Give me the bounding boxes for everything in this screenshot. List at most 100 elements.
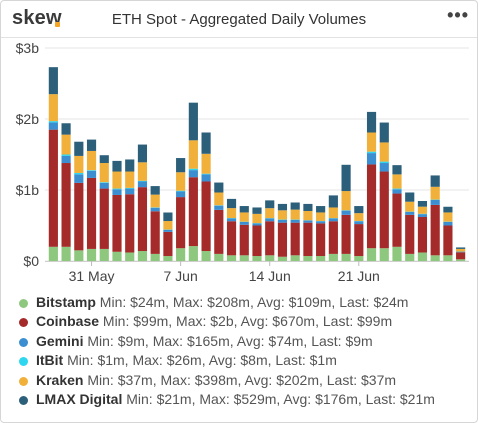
bar-segment-gemini bbox=[239, 221, 249, 225]
bar-segment-itbit bbox=[74, 172, 84, 175]
bar-stack bbox=[74, 141, 84, 261]
bar-segment-kraken bbox=[137, 162, 148, 181]
bar-segment-gemini bbox=[277, 219, 288, 223]
bar-stack bbox=[341, 164, 351, 261]
bar-segment-gemini bbox=[354, 221, 364, 225]
bar-segment-lmax-digital bbox=[214, 182, 224, 193]
bar-segment-gemini bbox=[125, 188, 135, 195]
legend-dot-icon bbox=[19, 395, 28, 405]
bar-segment-bitstamp bbox=[290, 255, 300, 261]
bar-segment-gemini bbox=[112, 189, 122, 195]
more-horizontal-icon[interactable]: ••• bbox=[447, 5, 469, 25]
bar-segment-coinbase bbox=[316, 223, 326, 257]
bar-segment-bitstamp bbox=[328, 253, 338, 261]
bar-segment-coinbase bbox=[379, 171, 389, 249]
bar-segment-kraken bbox=[214, 192, 224, 206]
bar-segment-kraken bbox=[188, 140, 198, 169]
legend-text: LMAX Digital Min: $21m, Max: $529m, Avg:… bbox=[36, 391, 435, 407]
bar-segment-bitstamp bbox=[303, 256, 313, 261]
legend-text: Coinbase Min: $99m, Max: $2b, Avg: $670m… bbox=[36, 313, 392, 329]
bar-segment-coinbase bbox=[252, 225, 262, 257]
bar-segment-bitstamp bbox=[405, 253, 415, 261]
bar-segment-kraken bbox=[48, 94, 58, 122]
bar-segment-bitstamp bbox=[417, 252, 428, 261]
logo-dot bbox=[55, 22, 60, 27]
x-tick-label: 14 Jun bbox=[249, 268, 291, 284]
bar-segment-bitstamp bbox=[137, 251, 148, 261]
bar-segment-kraken bbox=[443, 212, 453, 222]
bar-stack bbox=[354, 206, 364, 261]
bar-stack bbox=[150, 186, 160, 261]
bar-segment-bitstamp bbox=[316, 256, 326, 261]
bar-segment-lmax-digital bbox=[379, 122, 389, 143]
chart-title: ETH Spot - Aggregated Daily Volumes bbox=[111, 11, 367, 28]
bar-segment-kraken bbox=[74, 155, 84, 173]
bar-segment-lmax-digital bbox=[99, 155, 109, 164]
bar-segment-lmax-digital bbox=[239, 206, 249, 213]
legend-dot-icon bbox=[19, 337, 28, 347]
bar-segment-bitstamp bbox=[112, 251, 122, 261]
bar-stack bbox=[61, 123, 71, 261]
bar-segment-bitstamp bbox=[226, 255, 237, 261]
bar-segment-lmax-digital bbox=[86, 139, 97, 151]
bar-segment-lmax-digital bbox=[226, 198, 237, 209]
bar-segment-lmax-digital bbox=[125, 159, 135, 172]
bar-segment-coinbase bbox=[99, 188, 109, 249]
bar-segment-coinbase bbox=[74, 182, 84, 251]
bar-segment-bitstamp bbox=[379, 248, 389, 261]
bar-segment-bitstamp bbox=[188, 246, 198, 261]
bar-stack bbox=[328, 195, 338, 261]
bar-segment-kraken bbox=[150, 194, 160, 208]
bar-stack bbox=[214, 182, 224, 261]
bar-segment-bitstamp bbox=[265, 255, 275, 261]
bar-segment-itbit bbox=[86, 170, 97, 171]
bar-segment-lmax-digital bbox=[366, 111, 377, 133]
bar-segment-gemini bbox=[214, 205, 224, 210]
bar-segment-bitstamp bbox=[176, 248, 186, 261]
bar-segment-gemini bbox=[188, 170, 198, 178]
bar-segment-lmax-digital bbox=[252, 207, 262, 214]
bar-stack bbox=[443, 206, 453, 261]
bar-segment-coinbase bbox=[341, 214, 351, 254]
bar-segment-gemini bbox=[316, 221, 326, 224]
bar-stack bbox=[188, 102, 198, 261]
bar-segment-lmax-digital bbox=[392, 165, 402, 175]
bar-stack bbox=[163, 212, 173, 261]
widget-header: skew ETH Spot - Aggregated Daily Volumes… bbox=[1, 1, 477, 38]
bar-stack bbox=[290, 202, 300, 261]
bar-segment-coinbase bbox=[354, 224, 364, 257]
legend-series-stats: Min: $24m, Max: $208m, Avg: $109m, Last:… bbox=[99, 294, 409, 310]
bar-segment-coinbase bbox=[214, 209, 224, 254]
bar-stack bbox=[430, 175, 440, 261]
bar-segment-coinbase bbox=[405, 214, 415, 254]
bar-segment-kraken bbox=[341, 191, 351, 211]
bar-stack bbox=[112, 160, 122, 261]
bar-segment-gemini bbox=[328, 218, 338, 222]
bar-segment-lmax-digital bbox=[354, 206, 364, 214]
bar-stack bbox=[201, 132, 211, 261]
bar-segment-kraken bbox=[405, 201, 415, 212]
bar-stack bbox=[366, 111, 377, 261]
bar-segment-bitstamp bbox=[163, 256, 173, 261]
bar-stack bbox=[99, 155, 109, 261]
legend-dot-icon bbox=[19, 318, 28, 328]
bar-segment-lmax-digital bbox=[277, 203, 288, 211]
x-tick-label: 7 Jun bbox=[164, 268, 198, 284]
bar-segment-itbit bbox=[379, 161, 389, 164]
bar-segment-lmax-digital bbox=[150, 186, 160, 195]
bar-segment-kraken bbox=[328, 207, 338, 219]
bar-segment-bitstamp bbox=[214, 253, 224, 261]
bar-segment-gemini bbox=[137, 181, 148, 188]
bar-segment-bitstamp bbox=[74, 250, 84, 261]
bar-stack bbox=[176, 158, 186, 261]
bar-stack bbox=[417, 201, 428, 261]
bar-segment-lmax-digital bbox=[328, 195, 338, 208]
bar-segment-coinbase bbox=[163, 231, 173, 257]
bar-segment-gemini bbox=[290, 219, 300, 223]
bar-segment-gemini bbox=[430, 199, 440, 205]
bar-segment-gemini bbox=[417, 214, 428, 217]
y-tick-label: $0 bbox=[23, 253, 39, 269]
bar-segment-bitstamp bbox=[86, 248, 97, 261]
bar-stack bbox=[137, 144, 148, 261]
bar-segment-bitstamp bbox=[456, 259, 466, 261]
